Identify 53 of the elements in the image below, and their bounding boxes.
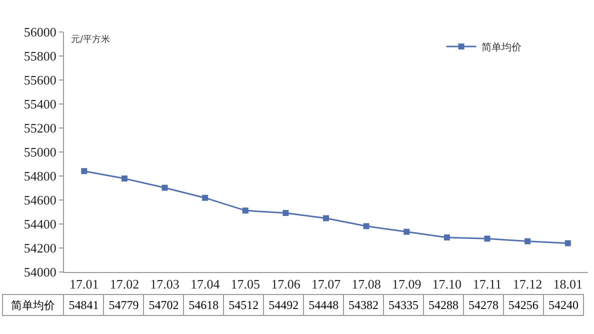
- y-axis-title: 元/平方米: [71, 34, 110, 45]
- point: [323, 215, 329, 222]
- legend-label: 简单均价: [481, 41, 522, 54]
- x-tick-label: 17.05: [230, 276, 260, 292]
- text: 简单均价: [11, 298, 56, 312]
- y-tick-label: 55400: [24, 96, 56, 112]
- x-tick-label: 17.01: [70, 276, 99, 292]
- y-tick-label: 54800: [24, 168, 56, 184]
- x-tick-label: 17.12: [512, 276, 542, 292]
- x-tick-label: 17.02: [110, 276, 140, 292]
- y-tick-label: 55200: [24, 120, 56, 136]
- point: [404, 228, 410, 235]
- x-tick-label: 17.04: [190, 276, 220, 292]
- x-tick-label: 17.09: [392, 276, 422, 292]
- point: [202, 194, 208, 201]
- point: [444, 234, 450, 240]
- point: [363, 223, 370, 230]
- x-tick-label: 17.07: [311, 276, 342, 292]
- point: [564, 240, 571, 246]
- data-label: 54288: [423, 294, 464, 316]
- point: [524, 238, 531, 244]
- point: [282, 210, 289, 216]
- y-tick-label: 54200: [24, 240, 56, 256]
- data-label: 54779: [104, 294, 144, 316]
- data-label: 54256: [503, 294, 544, 316]
- data-label: 54240: [543, 294, 584, 316]
- y-tick-label: 55800: [24, 48, 56, 64]
- x-tick-label: 17.11: [472, 276, 502, 292]
- point: [484, 236, 490, 242]
- y-tick-label: 55000: [24, 144, 56, 160]
- data-label: 54382: [344, 294, 384, 316]
- data-label: 54841: [64, 294, 104, 316]
- data-label: 54512: [224, 294, 264, 316]
- x-tick-label: 17.08: [352, 276, 381, 292]
- y-tick-label: 54400: [24, 216, 56, 232]
- x-tick-label: 18.01: [553, 276, 582, 292]
- data-label: 54702: [144, 294, 184, 316]
- data-label: 54618: [184, 294, 224, 316]
- data-label: 54492: [264, 294, 304, 316]
- point: [81, 168, 88, 174]
- data-label: 54278: [463, 294, 504, 316]
- data-label: 54335: [384, 294, 424, 316]
- y-tick-label: 54600: [24, 192, 56, 208]
- y-tick-label: 54000: [24, 264, 56, 280]
- point: [162, 184, 168, 191]
- data-label: 54448: [304, 294, 344, 316]
- x-tick-label: 17.10: [432, 276, 462, 292]
- x-tick-label: 17.03: [150, 276, 180, 292]
- x-tick-label: 17.06: [271, 276, 301, 292]
- point: [242, 208, 248, 214]
- y-tick-label: 56000: [24, 24, 56, 40]
- y-tick-label: 55600: [24, 72, 56, 88]
- point: [121, 176, 128, 182]
